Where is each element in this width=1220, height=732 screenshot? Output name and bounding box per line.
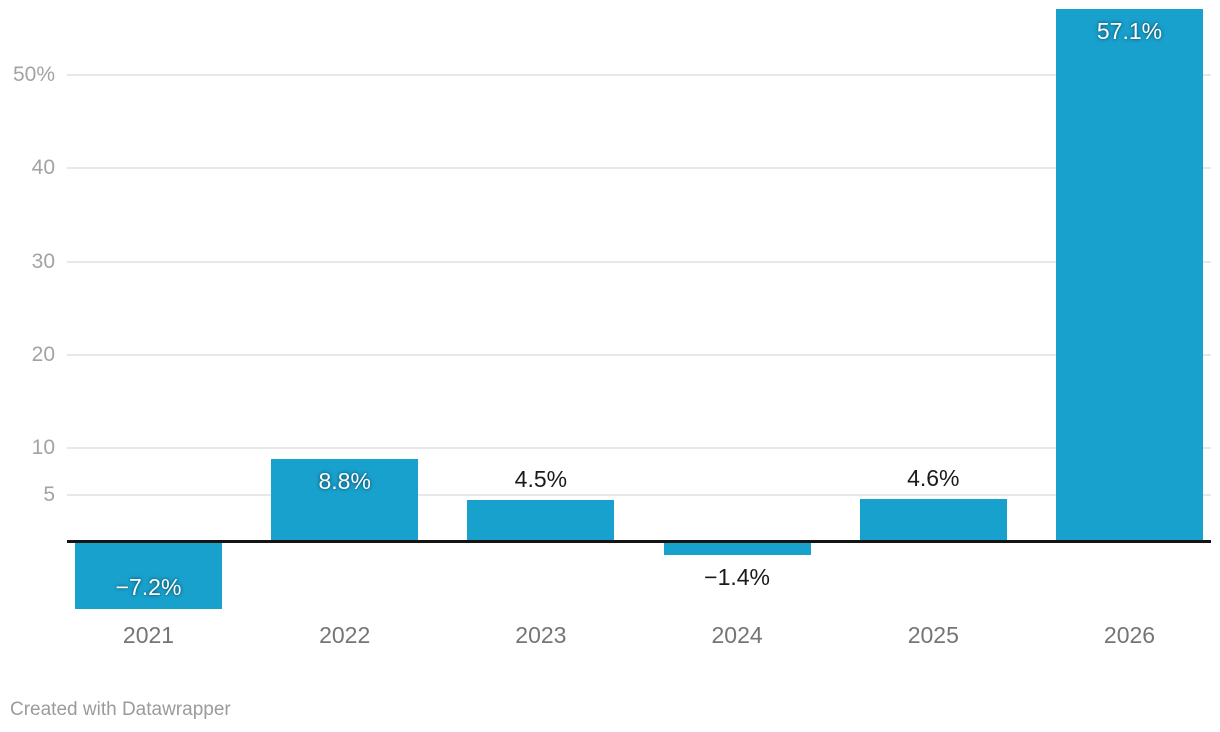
bar[interactable] — [75, 541, 222, 609]
bar[interactable] — [271, 459, 419, 542]
y-tick-label: 10 — [31, 436, 55, 460]
x-tick-label: 2022 — [319, 622, 371, 648]
y-gridline — [67, 493, 1211, 496]
y-gridline — [67, 260, 1211, 263]
x-tick-label: 2021 — [122, 622, 175, 648]
bar-value-label: 4.5% — [514, 465, 568, 492]
bar-value-label: 57.1% — [1096, 17, 1163, 44]
bar-value-label: 4.6% — [907, 464, 960, 491]
x-tick-label: 2023 — [515, 622, 567, 648]
zero-baseline — [67, 540, 1211, 543]
y-gridline — [67, 447, 1211, 450]
datawrapper-credit-link[interactable]: Created with Datawrapper — [10, 699, 231, 720]
x-tick-label: 2025 — [907, 622, 959, 648]
bar[interactable] — [467, 499, 615, 542]
bar[interactable] — [859, 498, 1007, 542]
bar-value-label: −7.2% — [115, 573, 182, 600]
bar[interactable] — [1056, 8, 1203, 542]
y-gridline — [67, 167, 1211, 170]
y-tick-label: 5 — [43, 482, 55, 506]
y-gridline — [67, 353, 1211, 356]
y-tick-label: 20 — [31, 342, 55, 366]
bar-value-label: −1.4% — [704, 563, 771, 590]
y-tick-label: 50% — [12, 63, 55, 86]
bar-value-label: 8.8% — [318, 468, 371, 495]
y-tick-label: 40 — [31, 156, 55, 180]
y-gridline — [67, 74, 1211, 76]
bar[interactable] — [663, 541, 811, 555]
y-tick-label: 30 — [31, 249, 55, 273]
x-tick-label: 2024 — [711, 622, 763, 648]
x-tick-label: 2026 — [1103, 622, 1156, 648]
